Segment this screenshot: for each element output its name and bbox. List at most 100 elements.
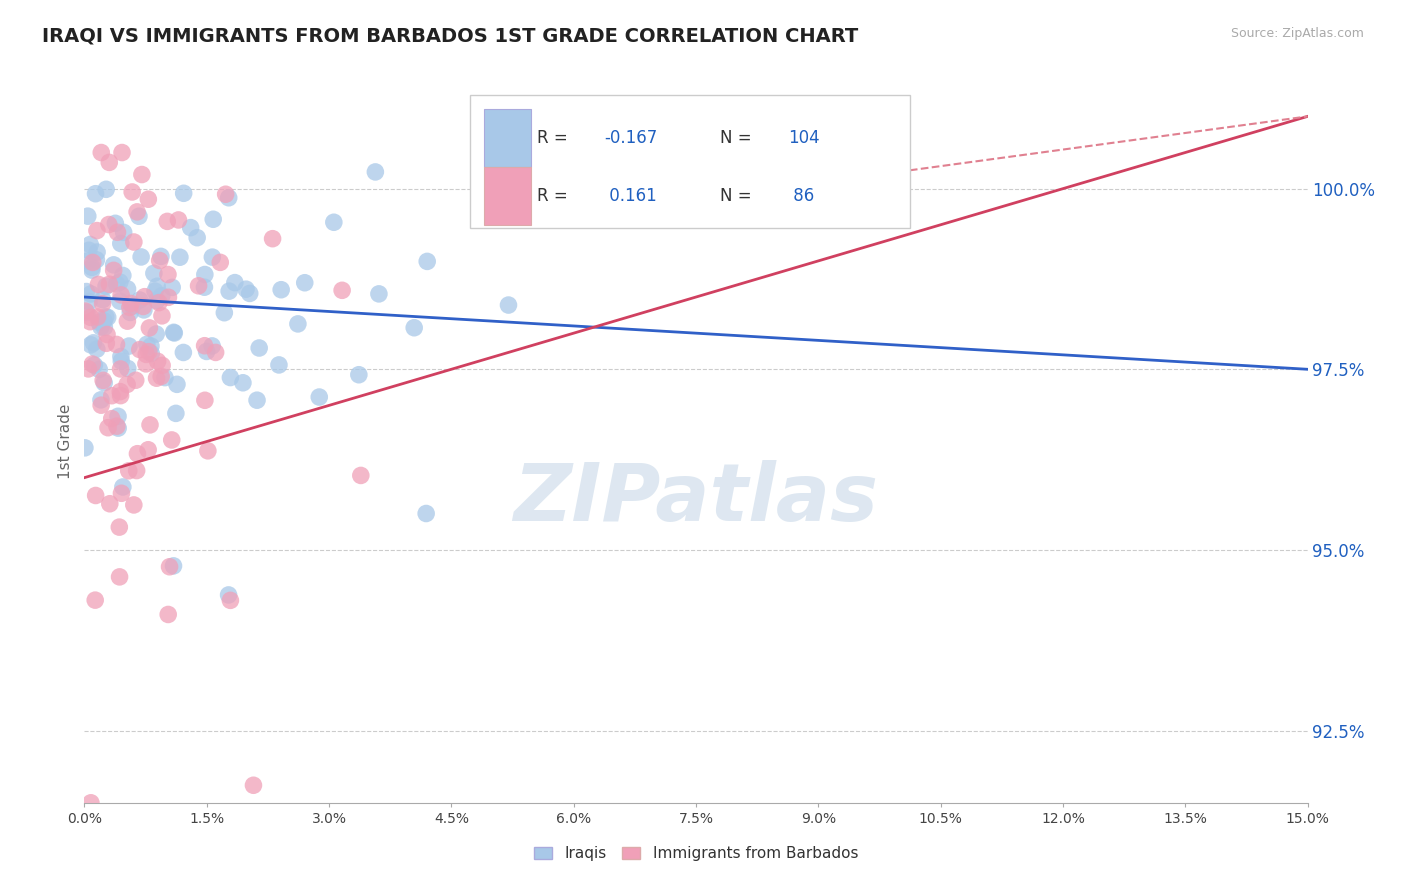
Point: [110, 362, 132, 376]
Point: [103, 258, 125, 272]
Point: [194, 339, 217, 353]
Point: [224, 276, 246, 290]
Point: [96, 327, 118, 342]
Point: [80, 796, 103, 810]
Point: [129, 250, 152, 264]
Point: [105, 337, 128, 351]
Point: [142, 266, 165, 280]
Point: [193, 280, 215, 294]
FancyBboxPatch shape: [484, 167, 531, 225]
Text: IRAQI VS IMMIGRANTS FROM BARBADOS 1ST GRADE CORRELATION CHART: IRAQI VS IMMIGRANTS FROM BARBADOS 1ST GR…: [42, 27, 859, 45]
Text: N =: N =: [720, 187, 758, 205]
Point: [80, 287, 103, 301]
Point: [127, 447, 149, 461]
Point: [98, 155, 121, 169]
Point: [121, 185, 143, 199]
Point: [218, 191, 240, 205]
Point: [73, 441, 96, 455]
Point: [86, 224, 108, 238]
Point: [77, 294, 100, 309]
Point: [239, 286, 262, 301]
Point: [76, 209, 98, 223]
Point: [128, 343, 150, 357]
Point: [110, 384, 132, 399]
Point: [235, 282, 257, 296]
Point: [146, 279, 169, 293]
Point: [111, 145, 134, 160]
Point: [347, 368, 370, 382]
Point: [132, 300, 155, 314]
Point: [118, 464, 141, 478]
Text: 104: 104: [787, 129, 820, 147]
Point: [145, 293, 167, 308]
Point: [90, 320, 112, 334]
Point: [112, 226, 135, 240]
Point: [110, 486, 132, 500]
Point: [415, 507, 437, 521]
Point: [214, 306, 236, 320]
Point: [498, 298, 520, 312]
Point: [117, 361, 139, 376]
Point: [270, 283, 292, 297]
Point: [82, 335, 104, 350]
Point: [86, 310, 108, 324]
Point: [90, 398, 112, 412]
Point: [209, 255, 232, 269]
Point: [93, 314, 115, 328]
Point: [214, 187, 236, 202]
Point: [173, 186, 195, 201]
Point: [160, 433, 183, 447]
Point: [364, 165, 387, 179]
Point: [125, 464, 148, 478]
Point: [87, 277, 110, 292]
Text: 86: 86: [787, 187, 814, 205]
Point: [247, 341, 270, 355]
Point: [294, 276, 316, 290]
Point: [127, 205, 149, 219]
Point: [86, 252, 108, 267]
Point: [159, 559, 181, 574]
Point: [79, 315, 101, 329]
Point: [131, 168, 153, 182]
Point: [267, 358, 290, 372]
Point: [139, 339, 162, 353]
Point: [105, 419, 128, 434]
Y-axis label: 1st Grade: 1st Grade: [58, 404, 73, 479]
Point: [97, 310, 120, 325]
Point: [80, 263, 103, 277]
Point: [122, 235, 145, 249]
Point: [90, 145, 112, 160]
Point: [80, 338, 103, 352]
Point: [121, 299, 143, 313]
Point: [135, 357, 157, 371]
Point: [98, 277, 121, 292]
Point: [117, 282, 139, 296]
Point: [94, 279, 117, 293]
Point: [167, 213, 190, 227]
Point: [149, 253, 172, 268]
Point: [101, 389, 124, 403]
Point: [107, 421, 129, 435]
Point: [202, 212, 225, 227]
Point: [110, 288, 132, 302]
Point: [76, 305, 98, 319]
Point: [77, 362, 100, 376]
Point: [84, 186, 107, 201]
FancyBboxPatch shape: [470, 95, 910, 228]
Point: [149, 249, 172, 263]
Text: N =: N =: [720, 129, 758, 147]
Point: [108, 275, 131, 289]
Text: -0.167: -0.167: [605, 129, 658, 147]
Point: [150, 369, 173, 384]
Point: [110, 350, 132, 364]
Point: [145, 371, 167, 385]
Point: [107, 409, 129, 424]
Point: [135, 337, 157, 351]
Point: [157, 290, 180, 304]
Point: [136, 192, 159, 206]
Point: [201, 339, 224, 353]
Point: [84, 488, 107, 502]
Point: [75, 304, 97, 318]
Point: [162, 558, 184, 573]
Point: [82, 255, 104, 269]
